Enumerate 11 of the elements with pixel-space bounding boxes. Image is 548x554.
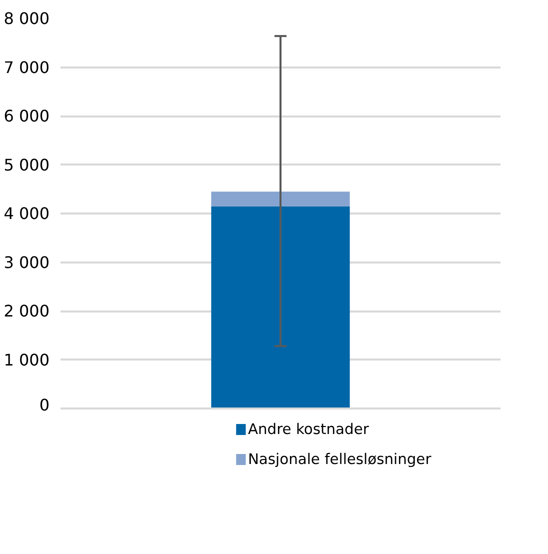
y-tick-label: 6 000 <box>4 106 50 126</box>
y-tick-label: 4 000 <box>4 204 50 223</box>
legend-label: Nasjonale fellesløsninger <box>248 451 432 468</box>
y-tick-label: 3 000 <box>4 252 50 272</box>
y-tick-label: 5 000 <box>4 155 50 174</box>
legend-label: Andre kostnader <box>248 421 370 438</box>
y-tick-label: 1 000 <box>4 350 50 370</box>
y-tick-label: 7 000 <box>4 58 50 77</box>
y-tick-label: 2 000 <box>4 302 50 320</box>
y-tick-label: 0 <box>39 396 50 414</box>
y-tick-label: 8 000 <box>4 9 50 28</box>
